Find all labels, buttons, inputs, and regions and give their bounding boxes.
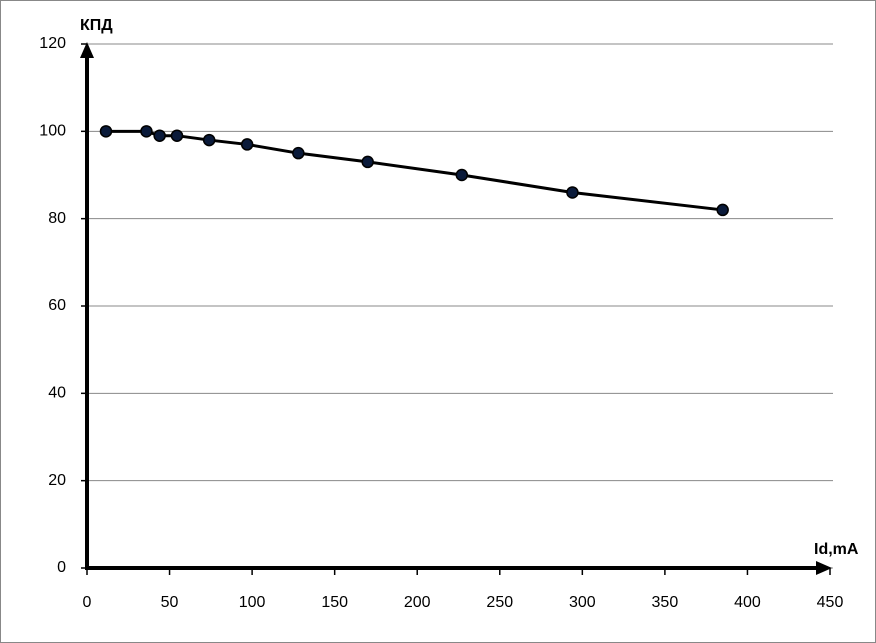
x-tick-label: 450 xyxy=(817,594,844,611)
y-tick-label: 0 xyxy=(57,559,66,576)
x-tick-label: 0 xyxy=(83,594,92,611)
data-point xyxy=(153,129,166,142)
x-axis-arrow xyxy=(816,561,832,575)
y-tick-label: 100 xyxy=(39,123,66,140)
y-tick-label: 80 xyxy=(48,210,66,227)
data-point xyxy=(140,125,153,138)
x-axis-label: Id,mA xyxy=(814,541,859,558)
x-tick-label: 400 xyxy=(734,594,761,611)
data-point xyxy=(170,129,184,142)
x-tick-label: 150 xyxy=(321,594,348,611)
x-tick-label: 200 xyxy=(404,594,431,611)
data-point xyxy=(202,133,216,147)
data-point xyxy=(240,138,254,151)
y-tick-label: 120 xyxy=(39,35,66,52)
data-point xyxy=(361,155,374,169)
x-tick-label: 350 xyxy=(652,594,679,611)
y-tick-label: 20 xyxy=(48,472,66,489)
y-tick-label: 40 xyxy=(48,385,66,402)
data-point xyxy=(716,203,729,217)
data-point xyxy=(566,186,579,199)
y-axis-arrow xyxy=(80,42,94,58)
data-point xyxy=(455,168,469,182)
x-tick-label: 50 xyxy=(161,594,179,611)
x-tick-label: 100 xyxy=(239,594,266,611)
data-point xyxy=(292,146,305,160)
data-point xyxy=(99,125,113,138)
y-tick-label: 60 xyxy=(48,297,66,314)
x-tick-label: 250 xyxy=(486,594,513,611)
x-tick-label: 300 xyxy=(569,594,596,611)
y-axis-label: КПД xyxy=(80,17,113,34)
